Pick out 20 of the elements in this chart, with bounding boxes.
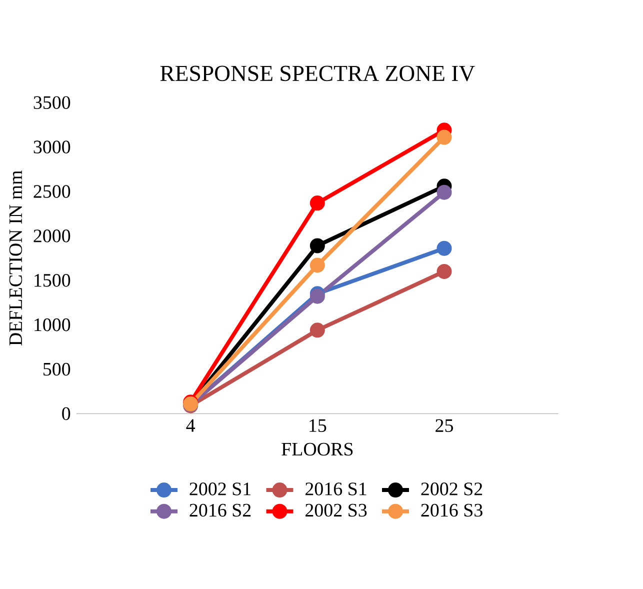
y-tick-label: 2500: [34, 185, 70, 198]
legend-label: 2002 S3: [306, 504, 367, 517]
y-tick-label: 3500: [34, 96, 70, 109]
legend-label: 2002 S1: [190, 482, 250, 496]
y-tick-label: 0: [62, 407, 70, 420]
y-tick-label: 1500: [34, 274, 70, 287]
y-tick-label: 500: [44, 362, 70, 376]
x-tick-label: 25: [436, 419, 453, 432]
y-tick-label: 2000: [34, 230, 70, 242]
chart-title: RESPONSE SPECTRA ZONE IV: [160, 66, 475, 82]
y-tick-label: 3000: [34, 140, 70, 154]
legend-label: 2016 S1: [306, 482, 366, 496]
x-tick-label: 4: [186, 419, 196, 432]
legend-label: 2002 S2: [421, 482, 482, 496]
x-axis-title: FLOORS: [282, 442, 353, 456]
legend-label: 2016 S2: [190, 504, 251, 517]
y-tick-label: 1000: [34, 318, 70, 332]
y-axis-title: DEFLECTION IN mm: [9, 170, 22, 346]
x-tick-label: 15: [310, 419, 326, 432]
legend-label: 2016 S3: [421, 504, 482, 517]
